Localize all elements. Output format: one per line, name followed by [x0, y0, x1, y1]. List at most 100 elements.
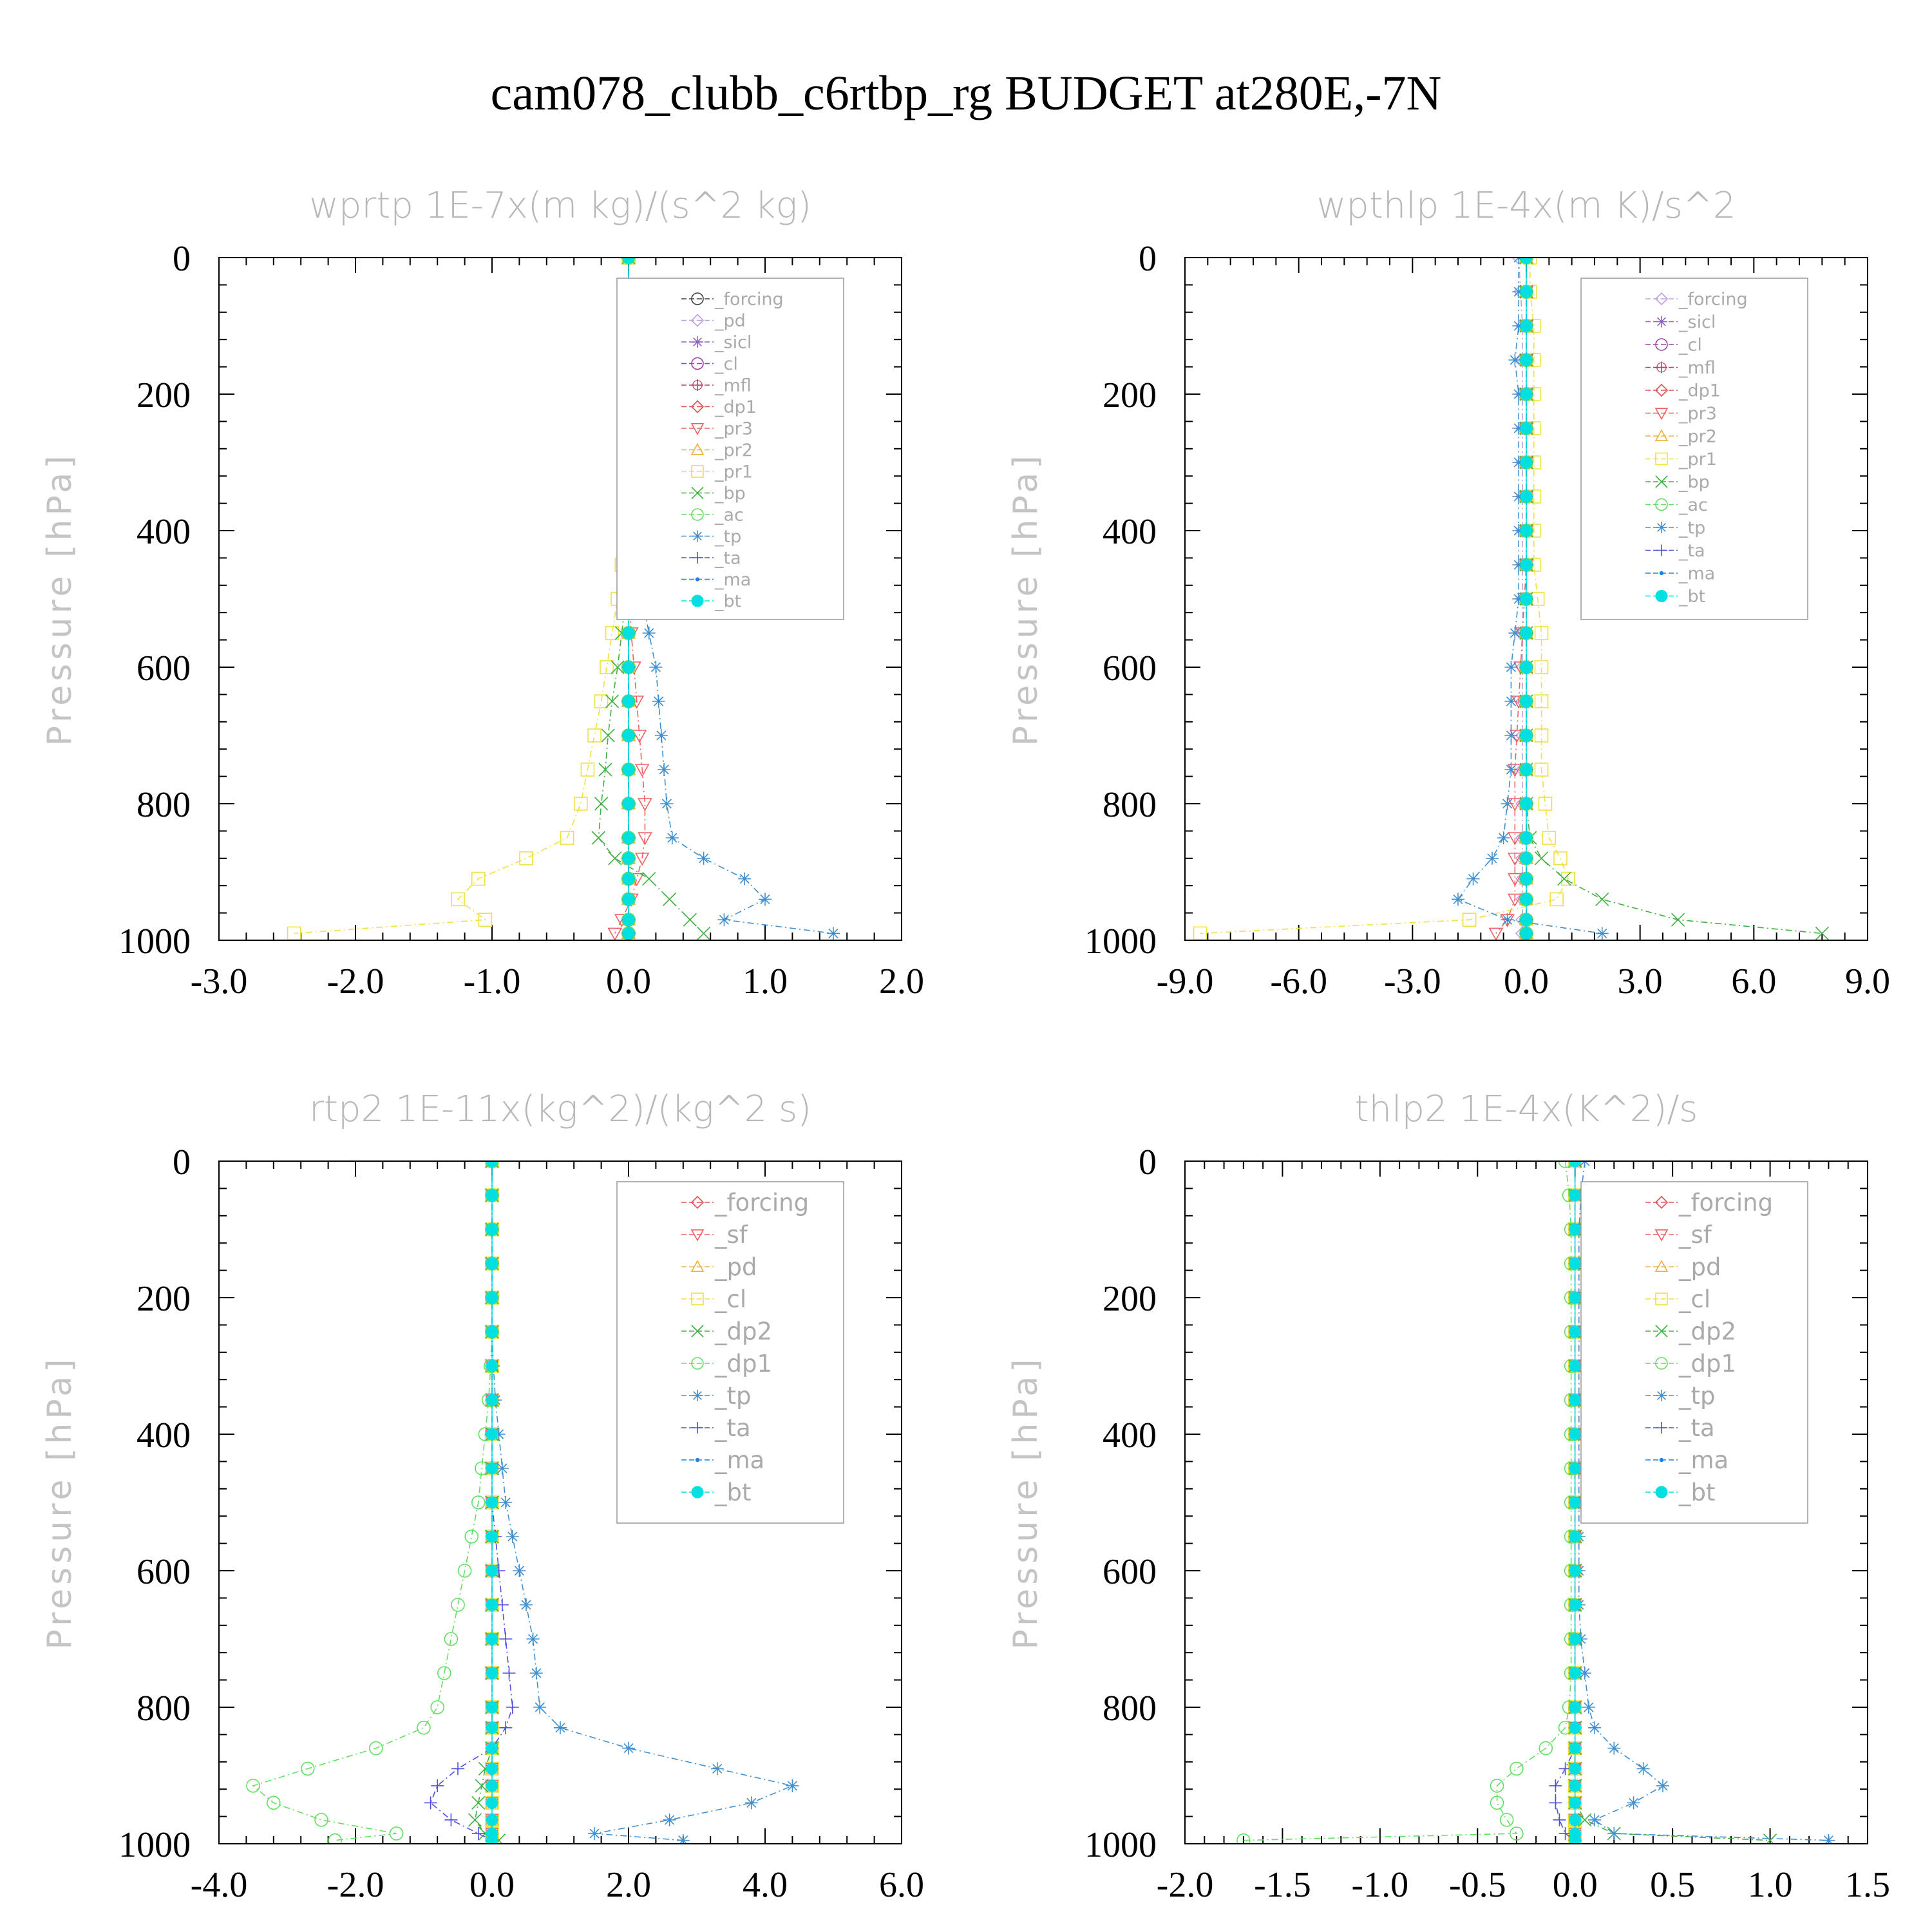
legend-label: _cl — [1678, 1285, 1710, 1313]
data-point — [622, 763, 635, 776]
x-tick-label: 3.0 — [1618, 961, 1663, 1001]
data-point — [622, 729, 635, 742]
y-tick-label: 600 — [137, 649, 191, 688]
legend-item: _ma — [681, 570, 751, 590]
data-point — [634, 853, 650, 866]
data-point — [1569, 1325, 1582, 1338]
legend-item: _bp — [681, 484, 746, 504]
legend-label: _ac — [1678, 495, 1708, 515]
y-tick-label: 800 — [1103, 785, 1157, 825]
legend-label: _bt — [1678, 1479, 1716, 1506]
data-point — [468, 1813, 482, 1827]
data-point — [1607, 1741, 1621, 1755]
data-point — [622, 893, 635, 905]
data-point — [1504, 695, 1518, 708]
legend-marker — [1654, 1195, 1669, 1209]
data-point — [622, 258, 635, 264]
data-point — [663, 892, 677, 906]
data-point — [1466, 872, 1480, 886]
data-point — [588, 1827, 601, 1841]
data-point — [1822, 1833, 1835, 1844]
panel-title: wpthlp 1E-4x(m K)/s^2 — [1316, 185, 1736, 227]
data-point — [1636, 1762, 1650, 1776]
data-point — [486, 1701, 498, 1714]
data-point — [665, 831, 679, 844]
legend-item: _cl — [1645, 1285, 1710, 1313]
legend-marker — [691, 594, 704, 607]
series-line — [1526, 258, 1823, 934]
legend-label: _dp2 — [1678, 1318, 1736, 1345]
legend-label: _dp1 — [714, 1350, 772, 1378]
y-tick-label: 0 — [173, 1142, 191, 1182]
data-point — [471, 1495, 486, 1510]
data-point — [486, 1633, 498, 1645]
legend-item: _pr2 — [681, 440, 753, 460]
data-point — [1569, 1428, 1582, 1441]
legend-item: _forcing — [1645, 1189, 1773, 1217]
data-point — [1534, 851, 1549, 866]
data-point — [486, 1834, 498, 1844]
legend-label: _bp — [714, 484, 746, 504]
legend-item: _ma — [1645, 564, 1715, 583]
y-tick-label: 1000 — [118, 922, 191, 961]
data-point — [451, 1762, 464, 1776]
legend-marker — [691, 465, 704, 478]
data-point — [1815, 926, 1829, 940]
data-point — [827, 927, 840, 940]
data-point — [1520, 729, 1533, 742]
x-tick-label: 6.0 — [1731, 961, 1776, 1001]
data-point — [1520, 388, 1533, 401]
legend-item: _tp — [681, 1382, 752, 1410]
x-tick-label: 0.0 — [606, 961, 651, 1001]
legend-marker — [1654, 383, 1669, 397]
data-point — [1569, 1257, 1582, 1270]
data-point — [486, 1223, 498, 1236]
legend-label: _pd — [1678, 1253, 1721, 1281]
data-point — [486, 1189, 498, 1202]
data-point — [1558, 1161, 1573, 1168]
data-point — [1588, 1813, 1601, 1826]
data-point — [529, 1667, 543, 1680]
legend-label: _dp1 — [1678, 1350, 1736, 1378]
x-tick-label: 6.0 — [879, 1865, 924, 1905]
data-point — [1627, 1796, 1640, 1810]
x-tick-label: -6.0 — [1270, 961, 1327, 1001]
data-point — [1569, 1189, 1582, 1202]
data-point — [1534, 762, 1549, 777]
data-point — [486, 1796, 498, 1809]
data-point — [1520, 490, 1533, 503]
data-point — [683, 913, 697, 927]
legend-marker — [1655, 338, 1668, 351]
legend-label: _pd — [714, 311, 746, 331]
data-point — [1549, 892, 1564, 907]
legend-label: _sf — [714, 1221, 748, 1249]
figure-title: cam078_clubb_c6rtbp_rg BUDGET at280E,-7N — [491, 66, 1442, 120]
data-point — [1486, 851, 1499, 865]
data-point — [1578, 1667, 1591, 1680]
panel-title: rtp2 1E-11x(kg^2)/(kg^2 s) — [309, 1088, 811, 1130]
data-point — [300, 1761, 315, 1776]
legend-marker — [1659, 571, 1664, 576]
data-point — [638, 798, 652, 811]
data-point — [1607, 1827, 1621, 1841]
data-point — [486, 1598, 498, 1611]
data-point — [444, 1632, 459, 1646]
legend-item: _ta — [1645, 541, 1705, 561]
data-point — [1504, 763, 1518, 776]
legend-item: _dp1 — [681, 397, 757, 417]
data-point — [1501, 913, 1514, 927]
legend-marker — [690, 1195, 705, 1209]
legend-label: _cl — [714, 1285, 746, 1313]
y-axis-label: Pressure [hPa] — [1007, 452, 1045, 746]
y-tick-label: 800 — [1103, 1689, 1157, 1728]
data-point — [1512, 558, 1526, 571]
data-point — [738, 872, 752, 886]
data-point — [475, 1779, 489, 1793]
data-point — [1520, 285, 1533, 298]
legend-marker — [692, 530, 703, 542]
y-tick-label: 600 — [1103, 1552, 1157, 1592]
legend-label: _forcing — [714, 289, 784, 309]
legend-marker — [1655, 498, 1668, 511]
legend-item: _ta — [681, 1414, 751, 1442]
data-point — [1520, 893, 1533, 905]
